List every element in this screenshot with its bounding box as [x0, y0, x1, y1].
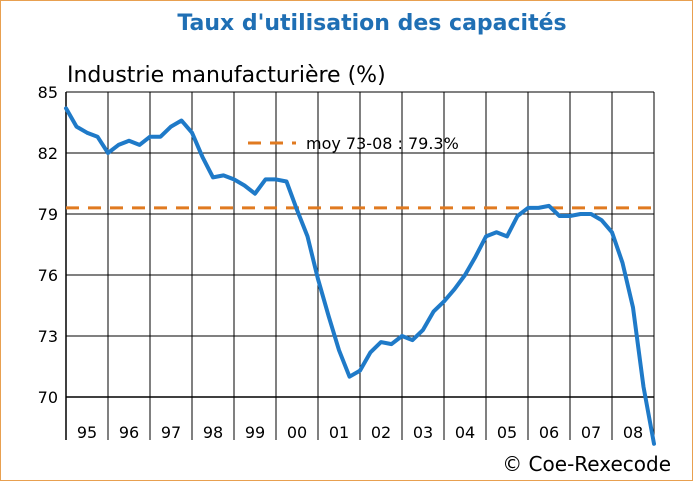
x-tick-label: 96: [119, 423, 139, 442]
y-tick-label: 85: [38, 83, 58, 102]
credit-background: [455, 448, 675, 478]
y-axis-ticks: 85 82 79 76 73 70: [38, 83, 58, 407]
chart-subtitle: Industrie manufacturière (%): [67, 63, 386, 88]
x-tick-label: 99: [245, 423, 265, 442]
y-tick-label: 82: [38, 144, 58, 163]
mean-legend-label: moy 73-08 : 79.3%: [306, 134, 459, 153]
x-tick-label: 06: [539, 423, 559, 442]
x-tick-label: 02: [371, 423, 391, 442]
x-tick-label: 98: [203, 423, 223, 442]
x-tick-label: 97: [161, 423, 181, 442]
y-tick-label: 76: [38, 266, 58, 285]
x-tick-label: 00: [287, 423, 307, 442]
x-tick-label: 04: [455, 423, 475, 442]
credit-text: © Coe-Rexecode: [502, 452, 671, 476]
x-tick-label: 05: [497, 423, 517, 442]
axes: [65, 91, 655, 440]
y-tick-label: 70: [38, 388, 58, 407]
series-points: [65, 108, 655, 444]
x-tick-label: 01: [329, 423, 349, 442]
x-tick-label: 08: [623, 423, 643, 442]
chart-title: Taux d'utilisation des capacités: [177, 11, 566, 36]
x-axis-ticks: 95 96 97 98 99 00 01 02 03 04 05 06 07 08: [77, 423, 643, 442]
x-tick-label: 07: [581, 423, 601, 442]
x-tick-label: 95: [77, 423, 97, 442]
y-tick-label: 79: [38, 205, 58, 224]
y-tick-label: 73: [38, 327, 58, 346]
x-tick-label: 03: [413, 423, 433, 442]
